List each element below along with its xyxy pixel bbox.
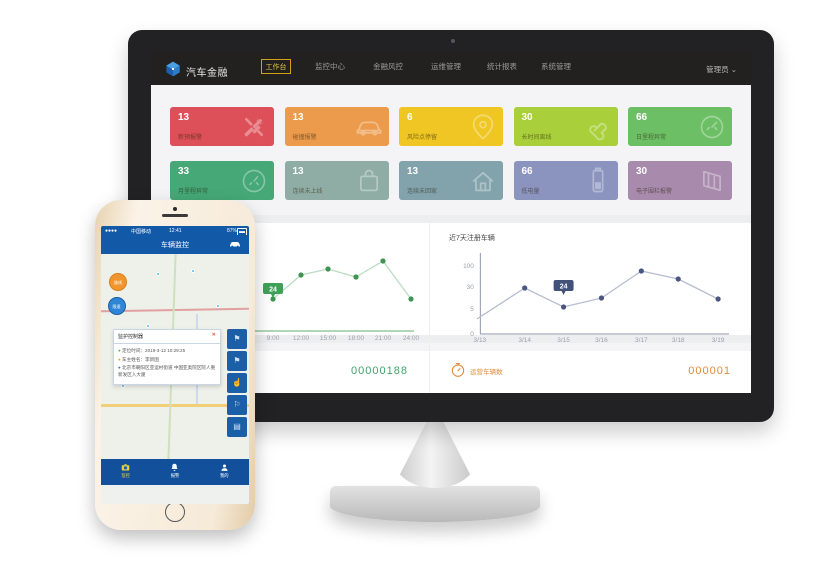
svg-text:15:00: 15:00 (320, 335, 337, 342)
svg-text:3/19: 3/19 (712, 337, 725, 343)
svg-text:3/18: 3/18 (672, 337, 685, 343)
svg-text:24: 24 (269, 287, 277, 294)
svg-text:18:00: 18:00 (348, 335, 365, 342)
svg-text:3/13: 3/13 (474, 337, 487, 343)
svg-text:30: 30 (467, 284, 475, 291)
svg-text:21:00: 21:00 (375, 335, 392, 342)
svg-text:24: 24 (560, 283, 568, 290)
svg-text:3/17: 3/17 (635, 337, 648, 343)
svg-text:100: 100 (463, 263, 474, 270)
svg-text:12:00: 12:00 (293, 335, 310, 342)
svg-text:24:00: 24:00 (403, 335, 420, 342)
svg-text:3/15: 3/15 (557, 337, 570, 343)
svg-text:3/16: 3/16 (595, 337, 608, 343)
svg-text:3/14: 3/14 (518, 337, 531, 343)
svg-text:9:00: 9:00 (267, 335, 280, 342)
svg-text:5: 5 (470, 306, 474, 313)
